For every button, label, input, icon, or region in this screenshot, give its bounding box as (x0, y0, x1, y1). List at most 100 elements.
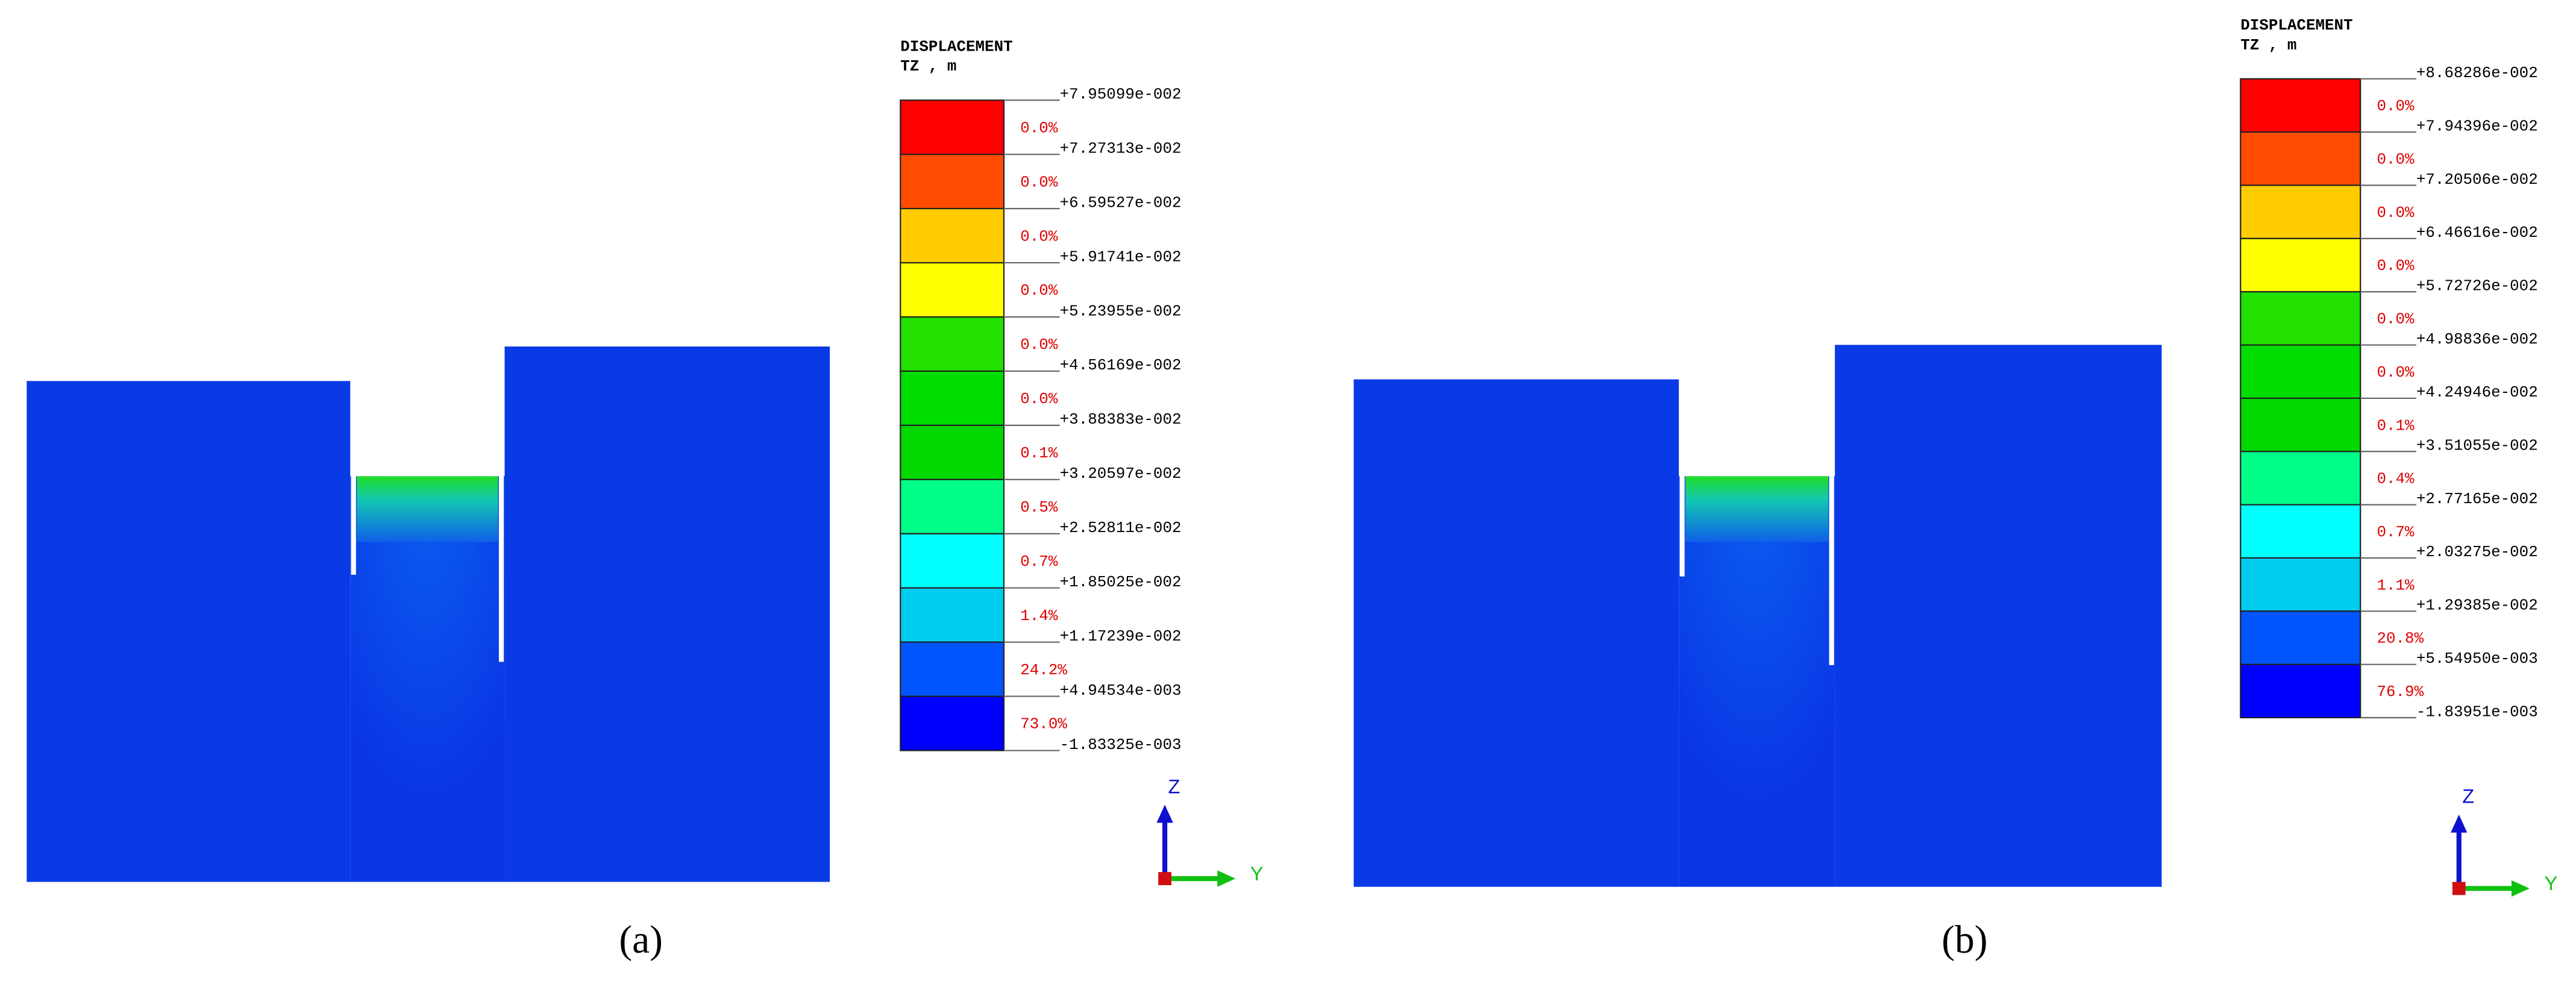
color-band (2240, 291, 2361, 346)
level-label: -1.83951e-003 (2416, 703, 2538, 721)
z-label: Z (1168, 775, 1180, 797)
percent-label: 0.0% (2377, 257, 2415, 275)
percent-label: 0.0% (2377, 310, 2415, 328)
level-label: +4.56169e-002 (1060, 356, 1182, 374)
model-body (1835, 345, 2162, 887)
color-band (900, 99, 1005, 155)
percent-label: 0.1% (1020, 444, 1058, 462)
percent-label: 0.5% (1020, 498, 1058, 516)
level-label: +7.27313e-002 (1060, 139, 1182, 157)
legend-subtitle: TZ , m (2240, 36, 2296, 54)
color-band (900, 587, 1005, 643)
level-label: +5.54950e-003 (2416, 650, 2538, 668)
panel-caption: (b) (1941, 918, 1987, 962)
percent-label: 0.0% (2377, 151, 2415, 169)
panel: DISPLACEMENT TZ , m 0.0% 0.0% 0.0% 0.0% 0.0% 0.… (1353, 16, 2557, 962)
level-label: -1.83325e-003 (1060, 736, 1182, 754)
color-band (2240, 131, 2361, 186)
level-label: +4.98836e-002 (2416, 330, 2538, 348)
level-label: +7.20506e-002 (2416, 171, 2538, 189)
color-band (900, 533, 1005, 589)
color-band (2240, 663, 2361, 719)
percent-label: 0.0% (2377, 363, 2415, 381)
color-band (2240, 504, 2361, 559)
level-label: +5.72726e-002 (2416, 277, 2538, 295)
color-band (900, 695, 1005, 751)
level-label: +1.85025e-002 (1060, 573, 1182, 591)
percent-label: 0.7% (2377, 523, 2415, 541)
level-label: +3.20597e-002 (1060, 465, 1182, 483)
model-body (1353, 379, 1679, 887)
percent-label: 0.7% (1020, 553, 1058, 571)
level-label: +7.94396e-002 (2416, 117, 2538, 135)
z-arrow (1156, 804, 1173, 823)
color-band (2240, 237, 2361, 293)
panel-caption: (a) (619, 918, 663, 962)
level-label: +2.03275e-002 (2416, 543, 2538, 561)
color-band (2240, 557, 2361, 612)
y-label: Y (1250, 862, 1264, 885)
color-band (900, 641, 1005, 697)
model-body (1679, 476, 1835, 887)
percent-label: 0.0% (1020, 281, 1058, 299)
y-label: Y (2544, 872, 2557, 894)
level-label: +3.51055e-002 (2416, 437, 2538, 455)
excavation (357, 476, 498, 542)
excavation (1685, 476, 1829, 542)
percent-label: 24.2% (1020, 661, 1067, 679)
model-body (350, 476, 505, 882)
color-band (900, 424, 1005, 480)
model-body (27, 381, 351, 882)
percent-label: 0.0% (2377, 97, 2415, 115)
level-label: +2.77165e-002 (2416, 490, 2538, 508)
level-label: +4.24946e-002 (2416, 383, 2538, 401)
color-band (2240, 78, 2361, 133)
percent-label: 20.8% (2377, 630, 2424, 648)
percent-label: 73.0% (1020, 715, 1067, 733)
origin (2452, 882, 2466, 895)
percent-label: 0.0% (1020, 173, 1058, 191)
legend-title: DISPLACEMENT (900, 37, 1012, 55)
color-band (2240, 451, 2361, 506)
color-band (2240, 397, 2361, 453)
percent-label: 0.4% (2377, 470, 2415, 488)
level-label: +5.91741e-002 (1060, 248, 1182, 266)
z-label: Z (2462, 785, 2474, 807)
z-arrow (2451, 814, 2468, 833)
y-arrow (1217, 870, 1236, 887)
level-label: +8.68286e-002 (2416, 64, 2538, 82)
level-label: +4.94534e-003 (1060, 682, 1182, 700)
origin (1158, 872, 1171, 886)
percent-label: 76.9% (2377, 683, 2424, 701)
percent-label: 0.0% (1020, 390, 1058, 408)
level-label: +5.23955e-002 (1060, 302, 1182, 320)
percent-label: 0.0% (1020, 336, 1058, 354)
color-band (900, 370, 1005, 426)
level-label: +1.17239e-002 (1060, 627, 1182, 645)
color-band (900, 154, 1005, 210)
level-label: +2.52811e-002 (1060, 519, 1182, 537)
y-arrow (2511, 880, 2530, 897)
color-band (2240, 344, 2361, 400)
color-band (900, 208, 1005, 264)
color-band (900, 262, 1005, 318)
panel: DISPLACEMENT TZ , m 0.0% 0.0% 0.0% 0.0% 0.0% 0.… (27, 37, 1264, 962)
percent-label: 0.0% (2377, 204, 2415, 222)
level-label: +6.46616e-002 (2416, 224, 2538, 242)
percent-label: 0.0% (1020, 119, 1058, 137)
level-label: +7.95099e-002 (1060, 86, 1182, 104)
level-label: +3.88383e-002 (1060, 410, 1182, 428)
color-band (2240, 610, 2361, 665)
percent-label: 1.4% (1020, 607, 1058, 625)
percent-label: 0.1% (2377, 416, 2415, 434)
color-band (2240, 184, 2361, 239)
percent-label: 1.1% (2377, 576, 2415, 594)
legend-title: DISPLACEMENT (2240, 16, 2352, 34)
legend-subtitle: TZ , m (900, 57, 956, 75)
color-band (900, 316, 1005, 372)
color-band (900, 478, 1005, 534)
model-body (504, 346, 830, 882)
percent-label: 0.0% (1020, 227, 1058, 245)
level-label: +6.59527e-002 (1060, 193, 1182, 212)
